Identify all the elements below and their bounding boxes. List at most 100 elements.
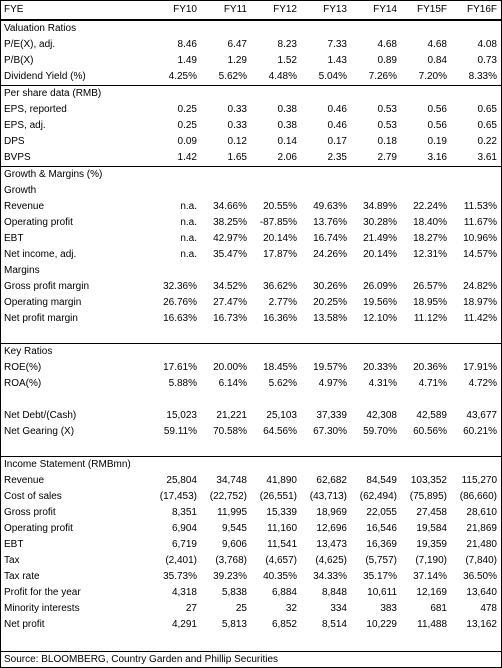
data-row: ROA(%) 5.88% 6.14% 5.62% 4.97% 4.31% 4.71% 4.72…	[1, 376, 501, 392]
header-column: FY12	[273, 4, 297, 15]
cell-value: 26.09%	[363, 281, 397, 292]
cell-value: 41,890	[266, 475, 297, 486]
cell-value: 60.21%	[463, 426, 497, 437]
cell-value: 60.56%	[413, 426, 447, 437]
cell-value: 20.14%	[363, 249, 397, 260]
group-title-text: Margins	[4, 265, 40, 276]
cell-value: 8.33%	[468, 71, 497, 82]
section-title: Valuation Ratios	[1, 20, 501, 37]
cell-value: 8,848	[321, 587, 347, 598]
header-column: FY14	[373, 4, 397, 15]
row-label: P/B(X)	[4, 55, 34, 66]
cell-value: 0.46	[327, 120, 347, 131]
cell-value: 15,023	[166, 410, 197, 421]
cell-value: 0.12	[227, 136, 247, 147]
cell-value: 59.70%	[363, 426, 397, 437]
data-row: Net income, adj. n.a. 35.47% 17.87% 24.26% 20…	[1, 247, 501, 263]
cell-value: 18.27%	[413, 233, 447, 244]
cell-value: 10.96%	[463, 233, 497, 244]
cell-value: 21,221	[216, 410, 247, 421]
cell-value: 1.65	[227, 152, 247, 163]
cell-value: 25,804	[166, 475, 197, 486]
cell-value: 10,229	[366, 619, 397, 630]
cell-value: 334	[330, 603, 347, 614]
section-title-text: Per share data (RMB)	[4, 88, 102, 99]
row-label: Gross profit	[4, 507, 56, 518]
data-row: Net Gearing (X) 59.11% 70.58% 64.56% 67.30% 5…	[1, 424, 501, 440]
row-label: Dividend Yield (%)	[4, 71, 86, 82]
cell-value: 13,473	[316, 539, 347, 550]
cell-value: 16,546	[366, 523, 397, 534]
cell-value: 21.49%	[363, 233, 397, 244]
cell-value: 32.36%	[163, 281, 197, 292]
cell-value: 11.12%	[413, 313, 447, 324]
data-row: Tax (2,401) (3,768) (4,657) (4,625) (5,757) (7…	[1, 553, 501, 569]
header-row: FYE FY10 FY11 FY12 FY13 FY14 FY15F FY16F	[1, 1, 501, 20]
row-label: Operating profit	[4, 523, 73, 534]
cell-value: 12,696	[316, 523, 347, 534]
data-row: EPS, reported 0.25 0.33 0.38 0.46 0.53 0.56 0.6…	[1, 102, 501, 118]
cell-value: 35.73%	[163, 571, 197, 582]
data-row: EBT 6,719 9,606 11,541 13,473 16,369 19,359 21,…	[1, 537, 501, 553]
data-row: Profit for the year 4,318 5,838 6,884 8,848 1…	[1, 585, 501, 601]
header-column: FY13	[323, 4, 347, 15]
cell-value: (26,551)	[259, 491, 297, 502]
cell-value: 4.68	[377, 39, 397, 50]
cell-value: 28,610	[466, 507, 497, 518]
cell-value: 36.62%	[263, 281, 297, 292]
group-title-text: Growth	[4, 185, 37, 196]
cell-value: 2.77%	[268, 297, 297, 308]
cell-value: 0.46	[327, 104, 347, 115]
cell-value: 39.23%	[213, 571, 247, 582]
cell-value: 7.20%	[418, 71, 447, 82]
cell-value: 20.36%	[413, 362, 447, 373]
cell-value: 19,359	[416, 539, 447, 550]
cell-value: 6,904	[171, 523, 197, 534]
cell-value: 12,169	[416, 587, 447, 598]
cell-value: 8,351	[171, 507, 197, 518]
cell-value: 0.25	[177, 104, 197, 115]
cell-value: 49.63%	[313, 201, 347, 212]
cell-value: 17.91%	[463, 362, 497, 373]
cell-value: 681	[430, 603, 447, 614]
row-label: Operating margin	[4, 297, 82, 308]
cell-value: 2.06	[277, 152, 297, 163]
row-label: Net profit	[4, 619, 45, 630]
header-column: FY11	[223, 4, 247, 15]
cell-value: 18.95%	[413, 297, 447, 308]
cell-value: 4.31%	[368, 378, 397, 389]
cell-value: 14.57%	[463, 249, 497, 260]
section-title: Per share data (RMB)	[1, 85, 501, 102]
cell-value: 5.62%	[218, 71, 247, 82]
cell-value: 8.46	[177, 39, 197, 50]
cell-value: (86,660)	[459, 491, 497, 502]
cell-value: n.a.	[180, 201, 197, 212]
row-label: Net Gearing (X)	[4, 426, 75, 437]
cell-value: 4.72%	[468, 378, 497, 389]
cell-value: 5.88%	[168, 378, 197, 389]
cell-value: 5.62%	[268, 378, 297, 389]
cell-value: 0.53	[377, 120, 397, 131]
section-title-text: Income Statement (RMBmn)	[4, 459, 131, 470]
cell-value: 37,339	[316, 410, 347, 421]
cell-value: 34.66%	[213, 201, 247, 212]
cell-value: 21,480	[466, 539, 497, 550]
header-column: FY10	[173, 4, 197, 15]
cell-value: 16.36%	[263, 313, 297, 324]
cell-value: 9,545	[221, 523, 247, 534]
cell-value: (3,768)	[215, 555, 247, 566]
cell-value: 3.61	[477, 152, 497, 163]
cell-value: (75,895)	[409, 491, 447, 502]
cell-value: 4,318	[171, 587, 197, 598]
cell-value: 2.79	[377, 152, 397, 163]
cell-value: 20.25%	[313, 297, 347, 308]
cell-value: 30.26%	[313, 281, 347, 292]
cell-value: 19,584	[416, 523, 447, 534]
cell-value: 34,748	[216, 475, 247, 486]
section-title-text: Growth & Margins (%)	[4, 169, 103, 180]
cell-value: 4.97%	[318, 378, 347, 389]
cell-value: 0.56	[427, 120, 447, 131]
cell-value: (62,494)	[359, 491, 397, 502]
cell-value: 0.33	[227, 104, 247, 115]
cell-value: 6.47	[227, 39, 247, 50]
